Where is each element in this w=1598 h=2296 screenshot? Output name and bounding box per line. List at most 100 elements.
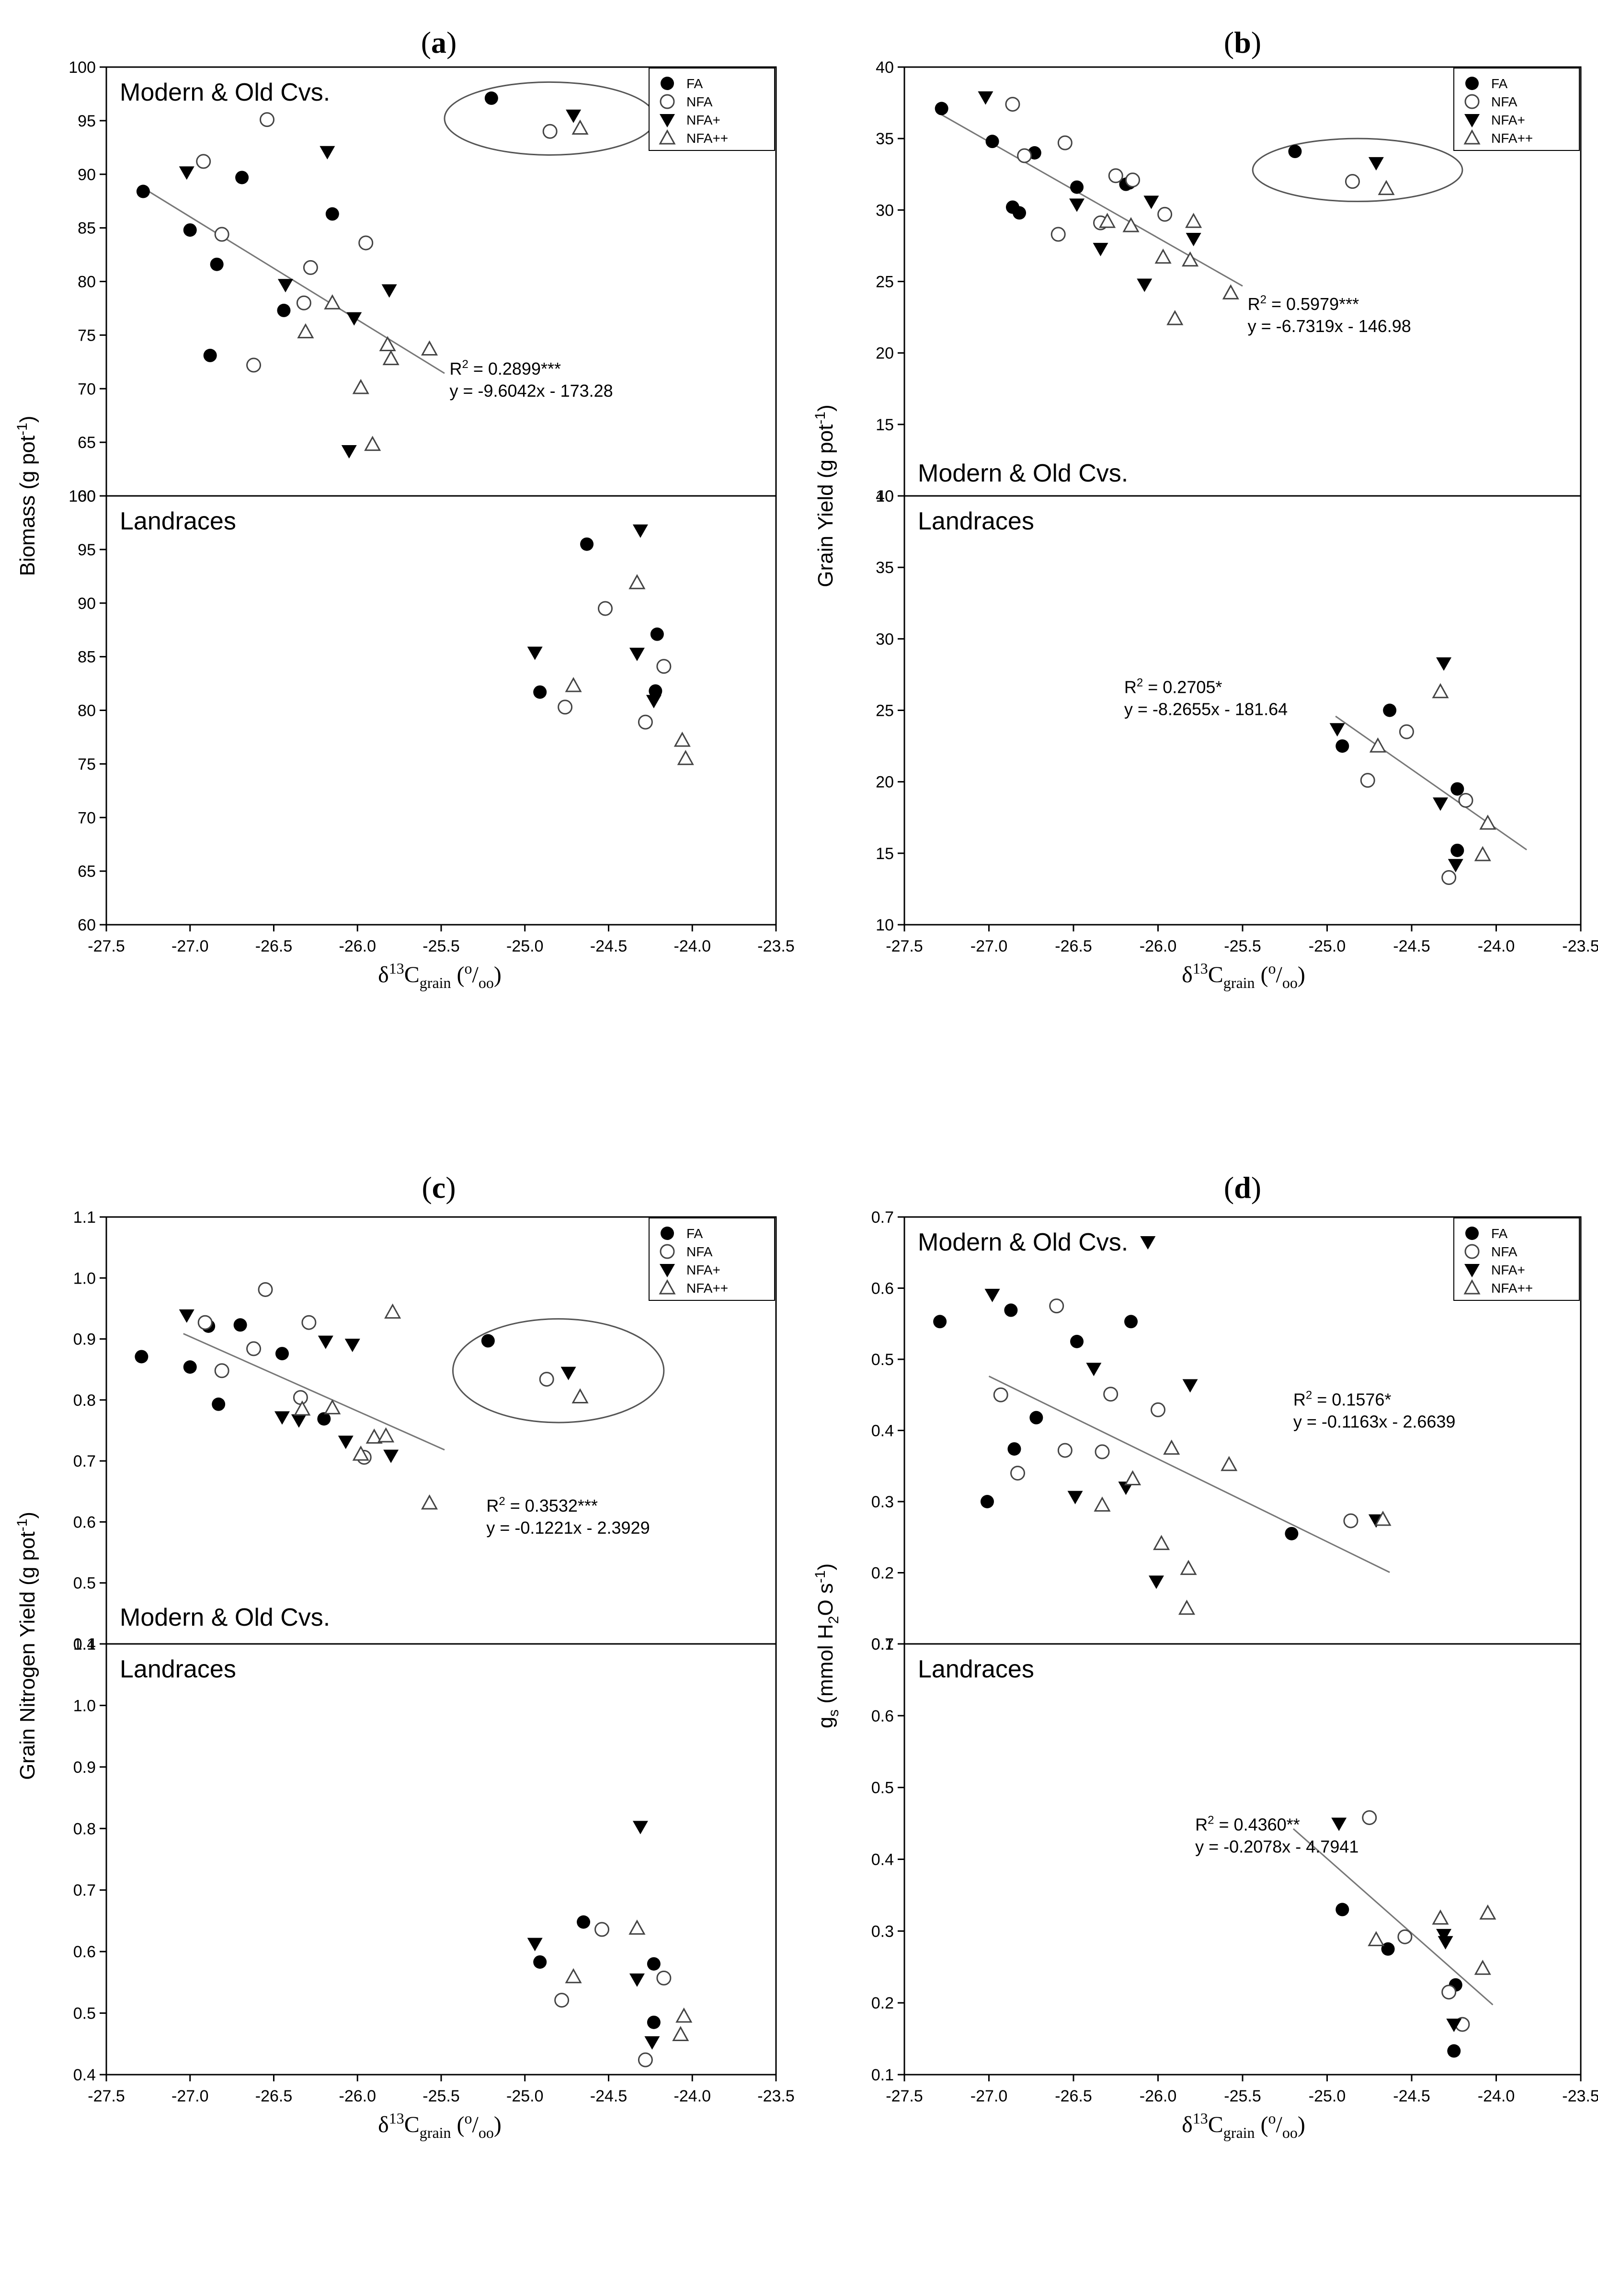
regression-equation: y = -8.2655x - 181.64 [1124, 700, 1288, 719]
y-tick-label: 40 [876, 58, 894, 77]
nfa-plus-plus-point [421, 340, 438, 356]
y-tick-label: 0.2 [871, 1564, 894, 1583]
y-tick-label: 0.5 [871, 1351, 894, 1369]
nfa-plus-point [1069, 198, 1085, 212]
nfa-plus-point [338, 1435, 354, 1449]
legend-marker [660, 1264, 675, 1277]
r-squared-label: R2 = 0.2899*** [449, 358, 561, 379]
y-tick-label: 0.9 [73, 1331, 96, 1349]
y-tick-label: 0.1 [871, 2066, 894, 2084]
nfa-plus-plus-point [384, 1303, 401, 1319]
nfa-plus-point [346, 312, 362, 326]
legend-label: NFA+ [686, 1263, 720, 1277]
nfa-plus-point [560, 1366, 576, 1380]
regression-equation: y = -6.7319x - 146.98 [1248, 316, 1411, 336]
outlier-ellipse [444, 81, 656, 156]
nfa-plus-point [291, 1414, 307, 1428]
fa-point [647, 1957, 661, 1971]
nfa-point [301, 1315, 317, 1330]
nfa-point [1049, 1298, 1064, 1314]
legend-label: NFA++ [686, 131, 728, 146]
nfa-plus-point [179, 166, 194, 180]
legend: FA NFA NFA+ NFA++ [1453, 1217, 1580, 1301]
y-tick-label: 25 [876, 702, 894, 720]
x-tick-label: -26.0 [1140, 2087, 1177, 2105]
legend-label: NFA [686, 94, 713, 109]
y-tick-label: 0.7 [73, 1452, 96, 1470]
nfa-plus-plus-point [352, 1446, 369, 1461]
nfa-point [656, 659, 672, 674]
y-tick-label: 100 [68, 58, 96, 77]
nfa-point [358, 235, 374, 251]
x-tick-label: -25.0 [506, 937, 544, 955]
y-tick-label: 0.6 [871, 1280, 894, 1298]
legend-marker [659, 1279, 676, 1295]
legend-label: NFA+ [686, 113, 720, 127]
legend-marker [660, 114, 675, 127]
nfa-plus-plus-point [324, 1399, 341, 1414]
x-tick-label: -26.5 [255, 937, 293, 955]
x-tick-label: -26.0 [339, 2087, 377, 2105]
fa-point [647, 2015, 661, 2029]
nfa-plus-plus-point [1122, 217, 1140, 232]
nfa-plus-plus-point [675, 2007, 693, 2023]
nfa-point [1360, 773, 1375, 788]
x-axis-label: δ13Cgrain (o/oo) [378, 960, 502, 991]
y-tick-label: 85 [78, 219, 96, 238]
y-tick-label: 35 [876, 130, 894, 148]
x-tick-label: -24.0 [1478, 2087, 1515, 2105]
legend-label: NFA [686, 1244, 713, 1259]
nfa-plus-point [978, 91, 993, 105]
nfa-plus-plus-point [297, 323, 314, 339]
x-axis-label: δ13Cgrain (o/oo) [1182, 960, 1305, 991]
y-axis-label: Grain Yield (g pot-1) [812, 404, 837, 587]
nfa-plus-point [1448, 859, 1463, 872]
nfa-point [638, 2052, 653, 2067]
fa-point [1070, 180, 1084, 194]
x-tick-label: -24.0 [1478, 937, 1515, 955]
y-tick-label: 0.5 [73, 2005, 96, 2023]
nfa-plus-plus-point [365, 1428, 383, 1444]
nfa-point [1362, 1810, 1377, 1825]
fa-point [135, 1350, 148, 1364]
nfa-plus-point [632, 524, 648, 538]
y-tick-label: 15 [876, 416, 894, 434]
fa-point [533, 685, 547, 699]
x-axis-label: δ13Cgrain (o/oo) [378, 2110, 502, 2141]
y-tick-label: 1.0 [73, 1269, 96, 1287]
nfa-plus-plus-point [352, 379, 369, 394]
nfa-point [1458, 792, 1473, 808]
fa-point [277, 303, 291, 317]
nfa-point [1057, 135, 1073, 150]
r-squared-label: R2 = 0.2705* [1124, 677, 1222, 697]
x-axis-label: δ13Cgrain (o/oo) [1182, 2110, 1305, 2141]
nfa-plus-point [984, 1288, 1000, 1302]
y-tick-label: 15 [876, 845, 894, 863]
nfa-plus-point [566, 109, 582, 123]
y-tick-label: 0.8 [73, 1820, 96, 1838]
nfa-plus-point [1086, 1363, 1102, 1377]
nfa-plus-point [1148, 1575, 1164, 1589]
nfa-plus-plus-point [1432, 683, 1449, 699]
y-tick-label: 0.6 [73, 1943, 96, 1961]
nfa-point [1345, 174, 1360, 189]
fa-point [317, 1412, 331, 1426]
fa-point [233, 1318, 247, 1332]
nfa-plus-point [179, 1309, 194, 1323]
nfa-point [1005, 97, 1020, 112]
x-tick-label: -24.5 [1393, 2087, 1430, 2105]
y-tick-label: 70 [78, 380, 96, 398]
x-tick-label: -26.5 [1055, 2087, 1092, 2105]
nfa-plus-point [632, 1821, 648, 1835]
nfa-plus-point [527, 1938, 543, 1952]
y-axis-label: Biomass (g pot-1) [14, 416, 39, 576]
nfa-point [296, 295, 311, 310]
y-tick-label: 40 [876, 487, 894, 505]
regression-equation: y = -0.2078x - 4.7941 [1195, 1837, 1358, 1857]
x-tick-label: -25.5 [1224, 937, 1261, 955]
nfa-plus-plus-point [628, 574, 646, 589]
legend-label: NFA++ [1491, 1281, 1533, 1296]
nfa-plus-point [1140, 1236, 1156, 1250]
nfa-point [1050, 227, 1066, 242]
